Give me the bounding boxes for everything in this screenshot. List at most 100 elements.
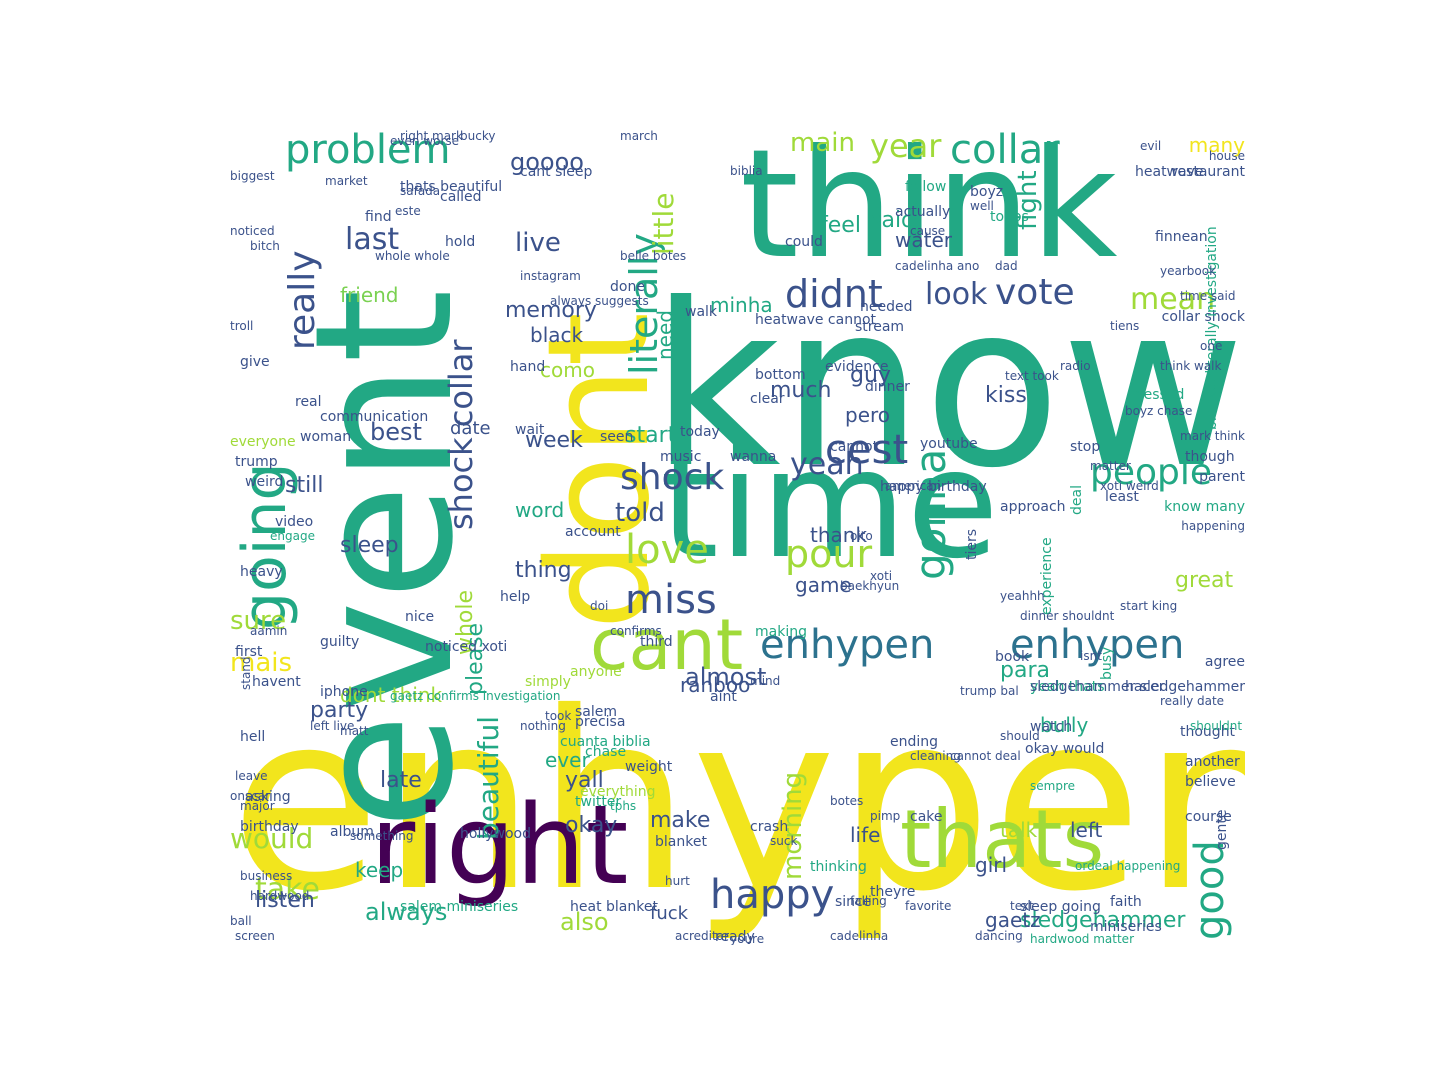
cloud-word: shouldnt: [1190, 719, 1243, 733]
cloud-word: music: [660, 449, 702, 465]
cloud-word: cant sleep: [520, 164, 593, 180]
cloud-word: mind: [750, 674, 781, 688]
cloud-word: many: [1188, 133, 1245, 157]
cloud-word: didnt: [785, 272, 883, 316]
cloud-word: seen: [600, 429, 634, 445]
cloud-word: text took: [1005, 369, 1059, 383]
cloud-word: onscar: [230, 789, 271, 803]
cloud-word: find: [365, 209, 392, 225]
cloud-word: also: [560, 908, 609, 936]
cloud-word: believe: [1185, 774, 1236, 790]
cloud-word: thought: [1180, 724, 1236, 740]
cloud-word: bully: [1040, 713, 1089, 737]
cloud-word: aamin: [250, 624, 288, 638]
cloud-word: miss: [625, 577, 717, 623]
cloud-word: one: [1200, 339, 1223, 353]
cloud-word: blanket: [655, 834, 707, 850]
cloud-word: screen: [235, 929, 275, 943]
cloud-word: year: [870, 130, 942, 165]
cloud-word: think walk: [1160, 359, 1222, 373]
cloud-word: feel: [820, 213, 861, 238]
cloud-word: sleep: [340, 533, 399, 558]
cloud-word: done: [610, 279, 645, 295]
cloud-word: tphs: [610, 799, 637, 813]
cloud-word: take: [255, 872, 320, 907]
cloud-word: safada: [400, 184, 441, 198]
cloud-word: help: [500, 589, 531, 605]
cloud-word: right: [370, 781, 629, 909]
cloud-word: simply: [525, 674, 571, 690]
cloud-word: mark think: [1180, 429, 1245, 443]
cloud-word: bucky: [460, 130, 496, 143]
cloud-word: always suggests: [550, 294, 649, 308]
cloud-word: sleep going: [1020, 899, 1101, 915]
cloud-word: told: [615, 498, 665, 528]
cloud-word: okay: [565, 813, 618, 838]
cloud-word: happy: [710, 872, 835, 918]
cloud-word: xoti: [870, 569, 893, 583]
cloud-word: cest: [825, 427, 909, 473]
cloud-word: troll: [230, 319, 254, 333]
cloud-word: blanket literally investigation: [1204, 226, 1220, 430]
cloud-word: hell: [240, 729, 266, 745]
cloud-word: least: [1105, 489, 1139, 505]
cloud-word: game: [795, 573, 852, 597]
cloud-word: good: [1187, 840, 1233, 940]
cloud-word: heat blanket: [570, 899, 658, 915]
cloud-word: left live: [310, 719, 355, 733]
cloud-word: todos: [990, 209, 1029, 225]
cloud-word: miniseries: [1090, 919, 1162, 935]
cloud-word: instagram: [520, 269, 581, 283]
cloud-word: thank: [810, 523, 868, 547]
cloud-word: text: [1010, 899, 1034, 913]
cloud-word: hand: [510, 359, 546, 375]
cloud-word: yeahhh: [1000, 589, 1045, 603]
cloud-word: cleaning: [910, 749, 961, 763]
cloud-word: stream: [855, 319, 905, 335]
cloud-word: account: [565, 524, 621, 540]
cloud-word: really: [282, 250, 323, 350]
cloud-word: water: [895, 228, 952, 252]
cloud-word: another: [1185, 754, 1240, 770]
cloud-word: watch: [1030, 719, 1073, 735]
cloud-word: cant: [590, 604, 744, 686]
cloud-word: cake: [910, 809, 943, 825]
cloud-word: think: [740, 130, 1118, 292]
cloud-word: vote: [995, 272, 1075, 313]
cloud-word: love: [625, 527, 709, 573]
cloud-word: pero: [845, 403, 891, 427]
cloud-word: always: [365, 898, 448, 926]
cloud-word: stop: [1070, 439, 1101, 455]
cloud-word: agree: [1204, 654, 1245, 670]
cloud-word: biblia: [730, 164, 763, 178]
cloud-word: though: [1185, 449, 1235, 465]
cloud-word: start: [625, 423, 677, 448]
cloud-word: listen: [255, 888, 315, 913]
cloud-word: crash: [750, 819, 789, 835]
cloud-word: thing: [515, 558, 572, 583]
cloud-word: life: [850, 823, 881, 847]
cloud-word: memory: [505, 298, 597, 323]
cloud-word: doi: [590, 599, 609, 613]
cloud-word: american: [885, 479, 942, 493]
cloud-word: bitch: [250, 239, 280, 253]
cloud-word: gente: [1214, 809, 1230, 850]
cloud-word: weight: [625, 759, 673, 775]
cloud-word: aint: [710, 689, 737, 705]
cloud-word: boyz: [970, 184, 1004, 200]
cloud-word: asking: [245, 789, 291, 805]
cloud-word: third: [640, 634, 673, 650]
cloud-word: cadelinha ano: [895, 259, 980, 273]
cloud-word: beautiful: [472, 715, 505, 840]
cloud-word: stand: [239, 656, 253, 690]
cloud-word: real: [295, 394, 322, 410]
cloud-word: date: [450, 418, 491, 439]
cloud-word: evil: [1140, 139, 1162, 153]
cloud-word: nothing: [520, 719, 566, 733]
cloud-word: took: [545, 709, 572, 723]
cloud-word: right mark: [400, 130, 463, 143]
cloud-word: collar shock: [1161, 309, 1245, 325]
cloud-word: goooo: [510, 148, 584, 176]
cloud-word: called: [440, 189, 482, 205]
cloud-word: needed: [860, 299, 913, 315]
